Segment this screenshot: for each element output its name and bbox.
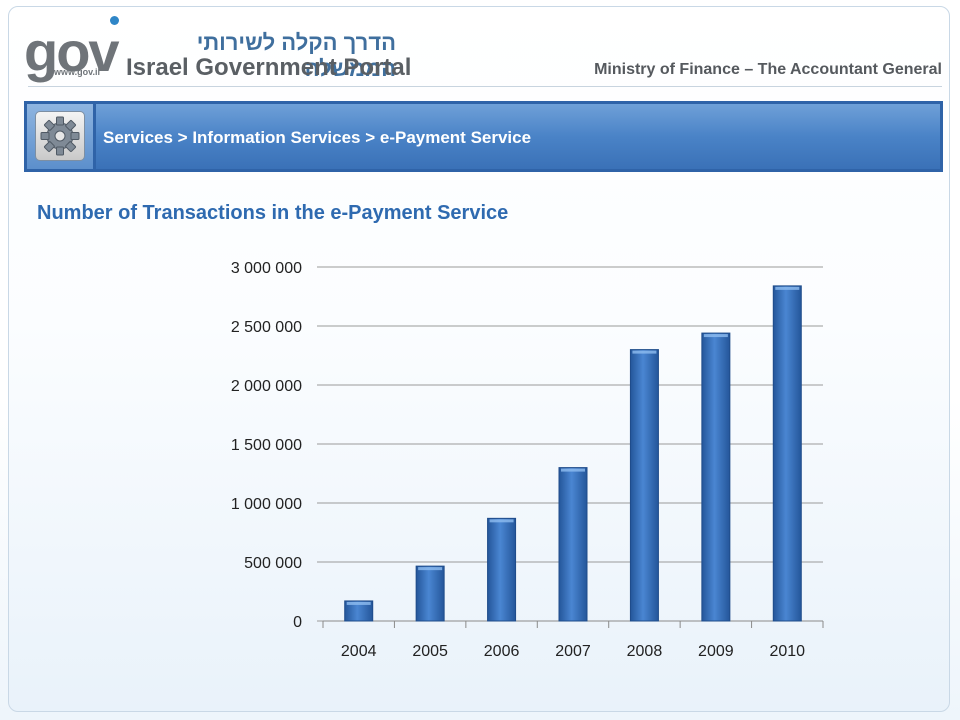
bar xyxy=(772,285,802,622)
bar xyxy=(415,565,445,622)
bar-highlight xyxy=(632,350,657,354)
gear-icon[interactable] xyxy=(35,111,85,161)
x-tick-label: 2009 xyxy=(698,643,734,660)
breadcrumb: Services > Information Services > e-Paym… xyxy=(24,101,943,172)
x-tick-label: 2004 xyxy=(341,643,377,660)
bar xyxy=(701,332,731,622)
y-tick-label: 0 xyxy=(293,614,302,631)
y-tick-label: 3 000 000 xyxy=(231,260,302,277)
ministry-label: Ministry of Finance – The Accountant Gen… xyxy=(594,61,942,78)
x-tick-label: 2010 xyxy=(769,643,805,660)
logo-dot-icon xyxy=(110,16,119,25)
x-tick-label: 2006 xyxy=(484,643,520,660)
bar-highlight xyxy=(703,334,728,338)
bar-highlight xyxy=(346,601,371,605)
bar xyxy=(558,467,588,622)
bar-highlight xyxy=(561,468,585,472)
gov-logo[interactable]: gov xyxy=(24,16,120,80)
hebrew-title: הדרך הקלה לשירותי הממשלה xyxy=(196,30,396,81)
y-tick-label: 1 000 000 xyxy=(231,496,302,513)
y-tick-label: 500 000 xyxy=(244,555,302,572)
y-tick-label: 2 000 000 xyxy=(231,378,302,395)
logo-text: gov xyxy=(24,20,120,83)
gear-icon-graphic xyxy=(40,116,80,156)
x-tick-label: 2008 xyxy=(627,643,663,660)
bar-highlight xyxy=(418,567,443,571)
portal-title: Israel Government Portal xyxy=(126,54,412,81)
header-divider xyxy=(28,86,942,87)
x-tick-label: 2007 xyxy=(555,643,591,660)
logo-url: www.gov.il xyxy=(54,67,101,77)
bar xyxy=(344,600,374,622)
y-tick-labels: 0 500 000 1 000 000 1 500 000 2 000 000 2 500… xyxy=(231,260,302,631)
x-tick-labels: 2004 2005 2006 2007 2008 2009 2010 xyxy=(341,643,805,660)
y-tick-label: 1 500 000 xyxy=(231,437,302,454)
y-tick-label: 2 500 000 xyxy=(231,319,302,336)
bar xyxy=(487,517,517,622)
bars xyxy=(344,285,802,622)
breadcrumb-text: Services > Information Services > e-Paym… xyxy=(103,128,532,147)
breadcrumb-icon-box xyxy=(27,104,96,169)
bar-highlight xyxy=(775,286,800,290)
chart-title: Number of Transactions in the e-Payment … xyxy=(37,202,509,224)
x-tick-label: 2005 xyxy=(412,643,448,660)
bar xyxy=(629,349,659,622)
bar-highlight xyxy=(489,519,514,523)
